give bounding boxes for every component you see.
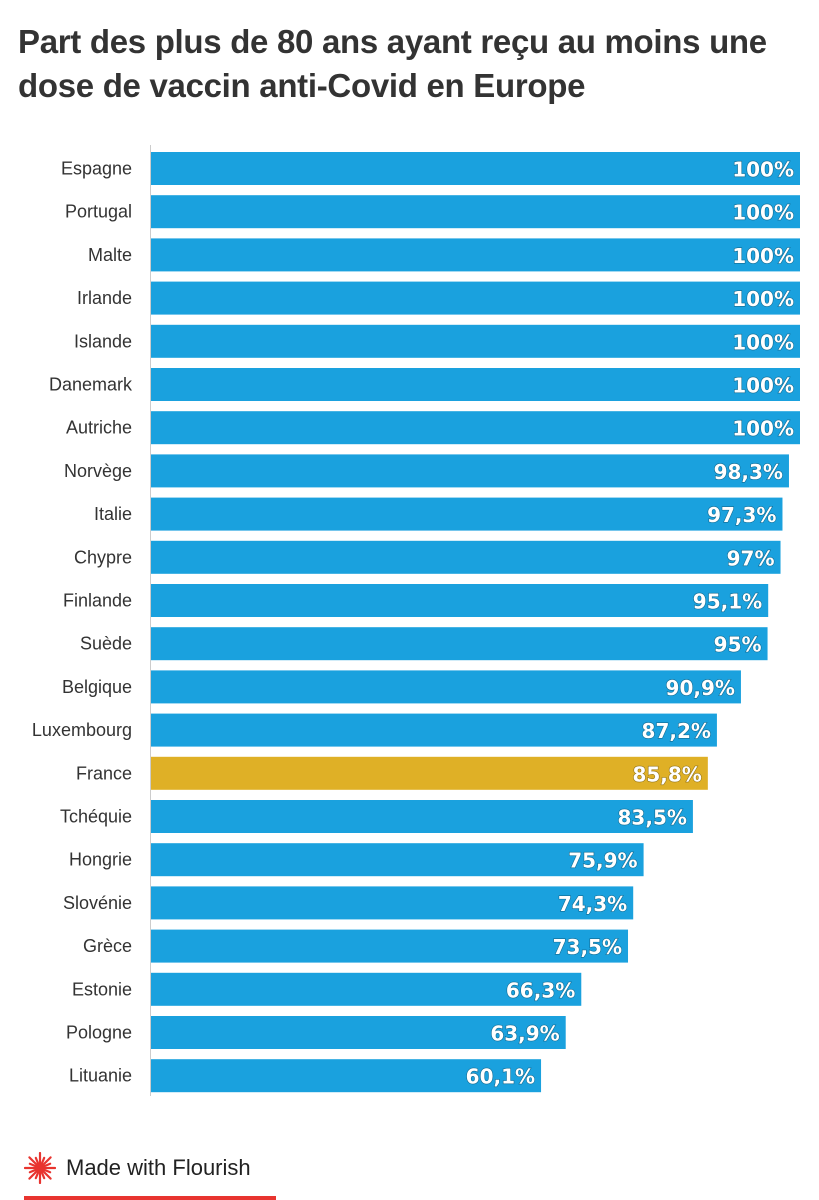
bar-pologne[interactable]: [151, 1016, 566, 1049]
category-label: Finlande: [63, 591, 132, 611]
footer-accent-line: [24, 1196, 276, 1200]
bar-irlande[interactable]: [151, 281, 800, 315]
bar-tchéquie[interactable]: [151, 800, 693, 833]
value-label: 98,3%: [714, 460, 783, 484]
category-label: Belgique: [62, 677, 132, 697]
bars-group: Espagne 100% Portugal 100% Malte 100% Irlande 1…: [32, 152, 800, 1093]
category-label: Grèce: [83, 936, 132, 956]
value-label: 73,5%: [553, 935, 622, 959]
value-label: 95%: [714, 633, 762, 657]
chart-title: Part des plus de 80 ans ayant reçu au mo…: [18, 23, 767, 104]
bar-chart: Espagne 100% Portugal 100% Malte 100% Irlande 1…: [32, 145, 800, 1096]
bar-autriche[interactable]: [151, 411, 800, 445]
value-label: 95,1%: [693, 590, 762, 614]
bar-finlande[interactable]: [151, 584, 769, 617]
bar-italie[interactable]: [151, 497, 783, 531]
category-label: Estonie: [72, 979, 132, 999]
category-label: Autriche: [66, 418, 132, 438]
category-label: Hongrie: [69, 850, 132, 870]
value-label: 100%: [732, 158, 794, 182]
category-label: Italie: [94, 504, 132, 524]
category-label: Slovénie: [63, 893, 132, 913]
flourish-credit[interactable]: Made with Flourish: [24, 1152, 251, 1184]
bar-chypre[interactable]: [151, 540, 781, 574]
category-label: Chypre: [74, 547, 132, 567]
category-label: Islande: [74, 331, 132, 351]
category-label: Danemark: [49, 375, 133, 395]
bar-suède[interactable]: [151, 627, 768, 661]
category-label: Luxembourg: [32, 720, 132, 740]
bar-hongrie[interactable]: [151, 843, 644, 877]
bar-lituanie[interactable]: [151, 1059, 542, 1093]
category-label: Irlande: [77, 288, 132, 308]
value-label: 90,9%: [666, 676, 735, 700]
footer-label: Made with Flourish: [66, 1155, 251, 1180]
bar-estonie[interactable]: [151, 972, 582, 1006]
bar-islande[interactable]: [151, 324, 800, 358]
bar-slovénie[interactable]: [151, 886, 634, 920]
value-label: 74,3%: [558, 892, 627, 916]
value-label: 83,5%: [618, 806, 687, 830]
value-label: 100%: [732, 287, 794, 311]
bar-grèce[interactable]: [151, 929, 629, 963]
bar-belgique[interactable]: [151, 670, 741, 704]
value-label: 97%: [727, 546, 775, 570]
category-label: Lituanie: [69, 1066, 132, 1086]
category-label: Norvège: [64, 461, 132, 481]
bar-france[interactable]: [151, 756, 708, 790]
category-label: Portugal: [65, 202, 132, 222]
category-label: France: [76, 763, 132, 783]
value-label: 100%: [732, 330, 794, 354]
bar-portugal[interactable]: [151, 195, 800, 229]
category-label: Suède: [80, 634, 132, 654]
flourish-burst-icon: [24, 1152, 56, 1184]
value-label: 100%: [732, 374, 794, 398]
category-label: Pologne: [66, 1023, 132, 1043]
category-label: Espagne: [61, 159, 132, 179]
value-label: 100%: [732, 201, 794, 225]
value-label: 100%: [732, 244, 794, 268]
value-label: 97,3%: [707, 503, 776, 527]
bar-luxembourg[interactable]: [151, 713, 717, 747]
bar-malte[interactable]: [151, 238, 800, 272]
bar-espagne[interactable]: [151, 152, 800, 185]
category-label: Malte: [88, 245, 132, 265]
value-label: 85,8%: [632, 762, 701, 786]
category-label: Tchéquie: [60, 807, 132, 827]
bar-danemark[interactable]: [151, 368, 800, 401]
value-label: 63,9%: [490, 1022, 559, 1046]
value-label: 66,3%: [506, 978, 575, 1002]
value-label: 60,1%: [466, 1065, 535, 1089]
value-label: 87,2%: [642, 719, 711, 743]
value-label: 100%: [732, 417, 794, 441]
bar-norvège[interactable]: [151, 454, 789, 488]
value-label: 75,9%: [568, 849, 637, 873]
